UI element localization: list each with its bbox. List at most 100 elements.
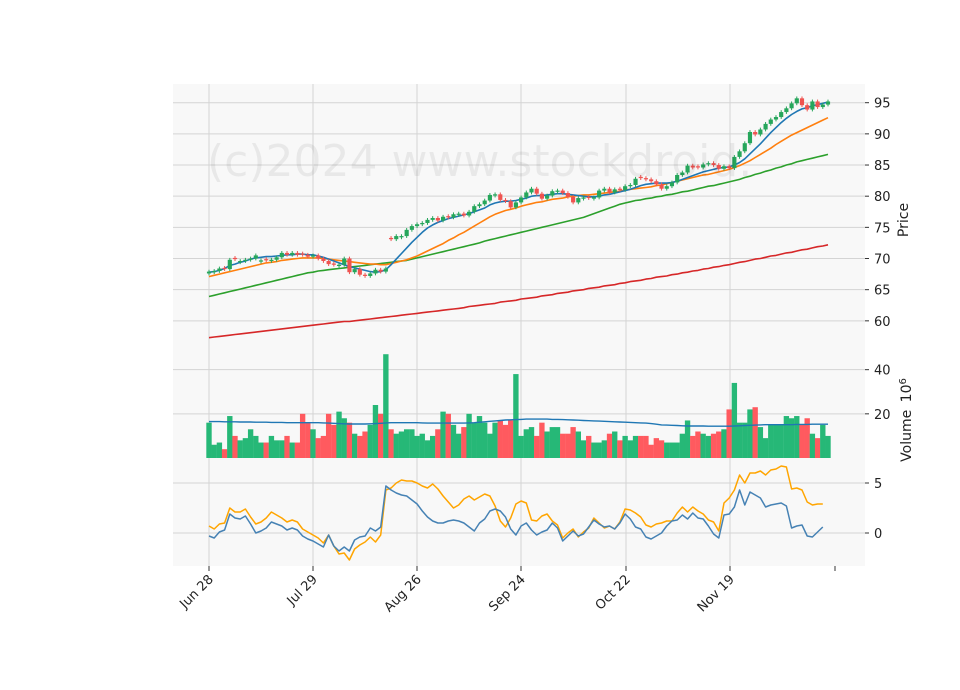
y-tick-label: 85 xyxy=(874,159,891,174)
volume-bar xyxy=(716,431,722,458)
oscillator-line-1 xyxy=(208,465,823,561)
candle-body xyxy=(227,259,232,270)
volume-bar xyxy=(315,438,321,458)
candle-body xyxy=(799,98,805,106)
volume-bar xyxy=(653,438,660,458)
price-panel: 60 65 70 75 80 85 90 95 xyxy=(173,84,891,352)
volume-bar xyxy=(643,435,649,458)
candle-body xyxy=(212,270,217,273)
candle-body xyxy=(467,211,472,216)
candle-body xyxy=(654,181,659,185)
volume-bar xyxy=(528,427,535,458)
candle-body xyxy=(305,254,310,257)
candle-body xyxy=(373,269,378,274)
volume-bar xyxy=(658,440,665,458)
volume-bar xyxy=(518,435,524,458)
candle-body xyxy=(555,190,560,192)
volume-bar xyxy=(346,422,353,458)
volume-bar xyxy=(310,429,316,458)
volume-bar xyxy=(596,442,602,458)
candle-body xyxy=(420,222,425,225)
oscillator-line-2 xyxy=(208,485,824,552)
volume-bar xyxy=(627,440,634,458)
volume-bar xyxy=(508,420,514,458)
volume-bar xyxy=(726,409,732,458)
volume-bar xyxy=(388,429,394,458)
candle-body xyxy=(279,252,284,258)
candle-body xyxy=(321,258,326,262)
candle-body xyxy=(789,103,794,109)
volume-bar xyxy=(575,431,581,458)
volume-bar xyxy=(783,416,790,458)
candle-body xyxy=(820,104,825,108)
candle-body xyxy=(576,198,581,203)
volume-bar xyxy=(351,433,358,458)
volume-ylabel-text: Volume xyxy=(899,410,915,462)
volume-bar xyxy=(502,424,509,458)
volume-bar xyxy=(674,442,680,458)
candle-body xyxy=(534,188,539,194)
candle-body xyxy=(560,190,565,194)
candle-body xyxy=(404,229,409,237)
volume-bar xyxy=(362,431,368,458)
candle-body xyxy=(430,218,435,220)
volume-ma-line xyxy=(209,418,828,427)
volume-bar xyxy=(690,435,696,458)
volume-bar xyxy=(482,422,488,458)
candle-body xyxy=(451,214,456,218)
panel-background xyxy=(173,458,865,566)
volume-bar xyxy=(227,416,233,458)
volume-bar xyxy=(601,440,608,458)
candle-body xyxy=(217,268,222,271)
candle-body xyxy=(586,196,591,199)
volume-bar xyxy=(206,422,212,458)
x-tick-label: Jun 28 xyxy=(177,572,217,612)
candle-body xyxy=(310,255,316,257)
volume-bar xyxy=(221,449,228,458)
candle-body xyxy=(316,255,321,259)
candle-body xyxy=(565,193,570,197)
candle-body xyxy=(264,259,269,261)
candle-body xyxy=(784,108,789,113)
volume-bar xyxy=(814,438,821,458)
volume-bar xyxy=(299,413,306,458)
candle-body xyxy=(503,199,508,202)
volume-bar xyxy=(679,433,686,458)
y-tick-label: 75 xyxy=(874,221,891,236)
candle-body xyxy=(342,258,347,265)
candle-body xyxy=(747,131,753,144)
volume-bar xyxy=(742,422,748,458)
candle-body xyxy=(435,218,440,221)
volume-bar xyxy=(294,442,301,458)
volume-bar xyxy=(263,442,269,458)
volume-bar xyxy=(612,431,618,458)
volume-bar xyxy=(664,442,670,458)
y-tick-label: 20 xyxy=(874,408,891,423)
candle-body xyxy=(336,264,342,266)
volume-bar xyxy=(731,382,738,458)
volume-bar xyxy=(284,435,290,458)
volume-bar xyxy=(804,418,810,458)
volume-bar xyxy=(669,442,675,458)
candle-body xyxy=(669,182,675,187)
candle-body xyxy=(607,188,612,193)
candle-body xyxy=(664,186,669,189)
volume-bar xyxy=(341,418,347,458)
volume-bar xyxy=(393,433,399,458)
volume-bar xyxy=(211,444,217,458)
candle-body xyxy=(680,172,685,175)
volume-bar xyxy=(487,433,493,458)
candle-body xyxy=(597,190,602,198)
volume-bar xyxy=(580,440,587,458)
candle-body xyxy=(493,194,498,196)
volume-bar xyxy=(825,435,831,458)
candle-body xyxy=(794,98,799,104)
volume-bar xyxy=(419,433,425,458)
candle-body xyxy=(623,186,628,190)
volume-bar xyxy=(331,424,337,458)
candle-body xyxy=(773,117,779,120)
volume-bar xyxy=(606,433,613,458)
volume-bar xyxy=(497,420,503,458)
candle-body xyxy=(399,236,404,238)
